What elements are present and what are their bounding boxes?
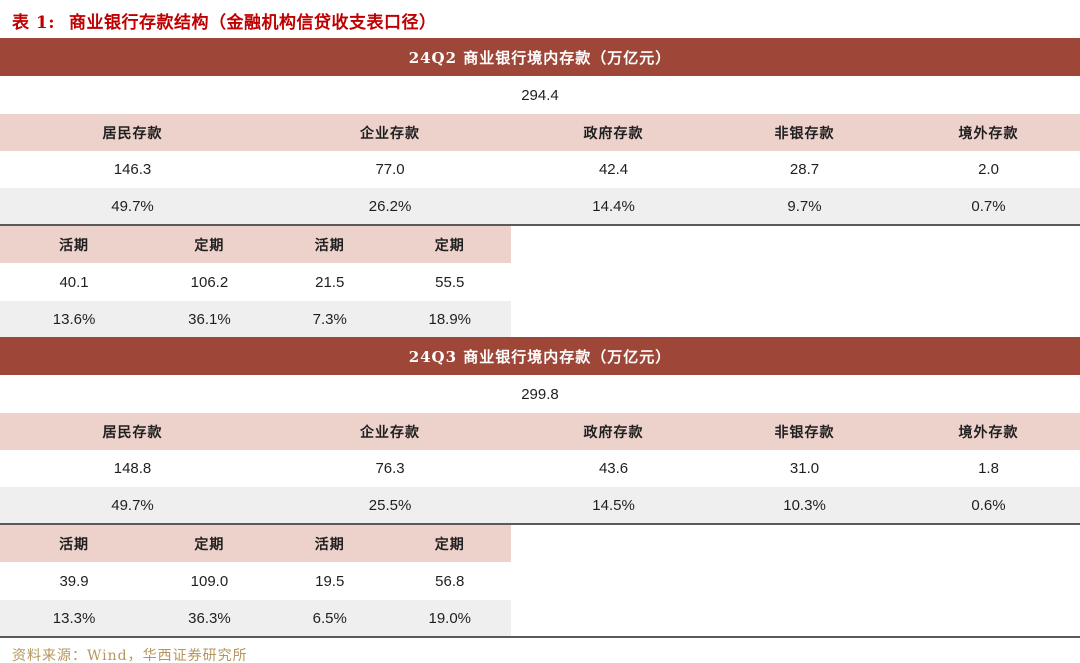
sub-share-cell: 36.1% <box>188 310 231 328</box>
section-24q2: 24Q2 商业银行境内存款（万亿元） 294.4 居民存款 企业存款 政府存款 … <box>0 38 1080 337</box>
sub-header-cell: 定期 <box>194 237 225 254</box>
value-cell: 77.0 <box>375 161 405 178</box>
sub-header-cell: 定期 <box>194 536 225 553</box>
share-cell: 9.7% <box>787 197 822 215</box>
value-cell: 43.6 <box>598 460 629 477</box>
category-cell: 政府存款 <box>583 424 644 441</box>
total-value: 294.4 <box>521 86 559 104</box>
share-cell: 14.5% <box>592 496 635 514</box>
subtable-share-row: 13.6% 36.1% 7.3% 18.9% <box>0 301 511 337</box>
source-note: 资料来源：Wind，华西证券研究所 <box>12 648 248 663</box>
sub-share-cell: 36.3% <box>188 609 231 627</box>
divider-line <box>0 523 1080 525</box>
category-cell: 企业存款 <box>360 125 421 142</box>
share-cell: 25.5% <box>368 496 412 514</box>
sub-value-cell: 55.5 <box>435 273 465 291</box>
sub-value-cell: 40.1 <box>59 273 89 291</box>
value-cell: 146.3 <box>113 161 152 178</box>
sub-share-cell: 19.0% <box>428 609 472 627</box>
table-title: 表 1: 商业银行存款结构（金融机构信贷收支表口径） <box>0 0 1080 38</box>
value-cell: 42.4 <box>598 161 629 178</box>
subtable-header-row: 活期 定期 活期 定期 <box>0 226 511 263</box>
sub-header-cell: 定期 <box>434 536 465 553</box>
share-cell: 49.7% <box>111 496 154 514</box>
category-cell: 境外存款 <box>958 125 1019 142</box>
share-cell: 49.7% <box>111 197 154 215</box>
value-cell: 31.0 <box>789 460 820 477</box>
section-24q3: 24Q3 商业银行境内存款（万亿元） 299.8 居民存款 企业存款 政府存款 … <box>0 337 1080 636</box>
deposit-term-subtable: 活期 定期 活期 定期 40.1 106.2 21.5 55.5 13.6% 3… <box>0 226 511 337</box>
sub-value-cell: 109.0 <box>190 572 229 590</box>
value-row: 146.3 77.0 42.4 28.7 2.0 <box>0 151 1080 188</box>
table-number-label: 表 1: <box>12 13 56 33</box>
category-cell: 居民存款 <box>102 424 163 441</box>
subtable-value-row: 40.1 106.2 21.5 55.5 <box>0 263 511 301</box>
section-header-bar: 24Q3 商业银行境内存款（万亿元） <box>0 337 1080 375</box>
sub-header-cell: 活期 <box>59 536 90 553</box>
category-cell: 居民存款 <box>102 125 163 142</box>
deposit-term-subtable: 活期 定期 活期 定期 39.9 109.0 19.5 56.8 13.3% 3… <box>0 525 511 636</box>
category-cell: 政府存款 <box>583 125 644 142</box>
sub-header-cell: 活期 <box>59 237 90 254</box>
subtable-share-row: 13.3% 36.3% 6.5% 19.0% <box>0 600 511 636</box>
sub-share-cell: 13.6% <box>52 310 96 328</box>
sub-value-cell: 106.2 <box>190 273 229 291</box>
value-cell: 148.8 <box>113 460 152 477</box>
share-cell: 14.4% <box>592 197 635 215</box>
table-bottom-border <box>0 636 1080 638</box>
subtable-header-row: 活期 定期 活期 定期 <box>0 525 511 562</box>
category-cell: 非银存款 <box>774 424 835 441</box>
subtable-value-row: 39.9 109.0 19.5 56.8 <box>0 562 511 600</box>
sub-value-cell: 19.5 <box>315 572 345 590</box>
share-cell: 10.3% <box>783 496 826 514</box>
page-title: 商业银行存款结构（金融机构信贷收支表口径） <box>69 13 437 33</box>
sub-share-cell: 13.3% <box>52 609 96 627</box>
sub-value-cell: 21.5 <box>315 273 345 291</box>
share-cell: 26.2% <box>368 197 412 215</box>
value-cell: 2.0 <box>978 161 999 178</box>
sub-header-cell: 活期 <box>314 536 345 553</box>
value-row: 148.8 76.3 43.6 31.0 1.8 <box>0 450 1080 487</box>
sub-header-cell: 定期 <box>434 237 465 254</box>
value-cell: 28.7 <box>789 161 820 178</box>
share-row: 49.7% 25.5% 14.5% 10.3% 0.6% <box>0 487 1080 523</box>
share-cell: 0.6% <box>971 496 1006 514</box>
total-row: 299.8 <box>0 375 1080 413</box>
divider-line <box>0 224 1080 226</box>
share-cell: 0.7% <box>971 197 1006 215</box>
category-cell: 境外存款 <box>958 424 1019 441</box>
sub-share-cell: 7.3% <box>312 310 347 328</box>
sub-header-cell: 活期 <box>314 237 345 254</box>
share-row: 49.7% 26.2% 14.4% 9.7% 0.7% <box>0 188 1080 224</box>
category-header-row: 居民存款 企业存款 政府存款 非银存款 境外存款 <box>0 413 1080 450</box>
sub-value-cell: 39.9 <box>59 572 89 590</box>
section-header-bar: 24Q2 商业银行境内存款（万亿元） <box>0 38 1080 76</box>
total-row: 294.4 <box>0 76 1080 114</box>
total-value: 299.8 <box>521 385 559 403</box>
sub-share-cell: 18.9% <box>428 310 472 328</box>
category-cell: 非银存款 <box>774 125 835 142</box>
category-cell: 企业存款 <box>360 424 421 441</box>
sub-value-cell: 56.8 <box>435 572 465 590</box>
sub-share-cell: 6.5% <box>312 609 347 627</box>
value-cell: 76.3 <box>375 460 405 477</box>
category-header-row: 居民存款 企业存款 政府存款 非银存款 境外存款 <box>0 114 1080 151</box>
value-cell: 1.8 <box>978 460 999 477</box>
